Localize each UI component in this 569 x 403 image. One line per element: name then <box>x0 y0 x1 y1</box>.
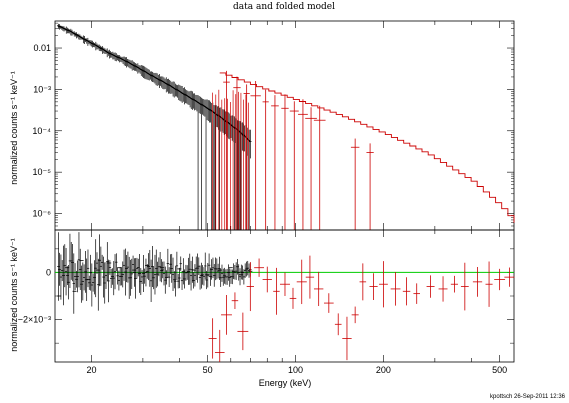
x-tick-label: 500 <box>492 365 507 375</box>
top-y-axis-label: normalized counts s⁻¹ keV⁻¹ <box>9 71 19 185</box>
chart-title: data and folded model <box>233 2 335 12</box>
y-tick-label: −2×10⁻³ <box>18 315 51 325</box>
y-tick-label: 10⁻³ <box>33 84 51 94</box>
footer-credit: kpottsch 26-Sep-2011 12:36 <box>490 394 566 400</box>
model-step-red <box>219 72 515 223</box>
top-panel: 0.01 10⁻³ 10⁻⁴ 10⁻⁵ 10⁻⁶ <box>32 20 515 231</box>
x-tick-label: 200 <box>376 365 391 375</box>
x-tick-label: 50 <box>203 365 213 375</box>
bottom-panel: 20 50 100 200 500 0 −2×10⁻³ <box>18 229 515 375</box>
x-tick-label: 100 <box>288 365 303 375</box>
bottom-y-axis-label: normalized counts s⁻¹ keV⁻¹ <box>9 238 19 352</box>
y-tick-label: 0 <box>46 267 51 277</box>
x-axis-label: Energy (keV) <box>259 378 312 388</box>
y-tick-label: 10⁻⁴ <box>32 126 51 136</box>
top-panel-frame <box>54 20 515 231</box>
y-tick-label: 10⁻⁵ <box>33 167 52 177</box>
y-tick-label: 0.01 <box>33 43 51 53</box>
y-tick-label: 10⁻⁶ <box>33 209 52 219</box>
model-line-black <box>57 25 251 142</box>
x-tick-label: 20 <box>86 365 96 375</box>
